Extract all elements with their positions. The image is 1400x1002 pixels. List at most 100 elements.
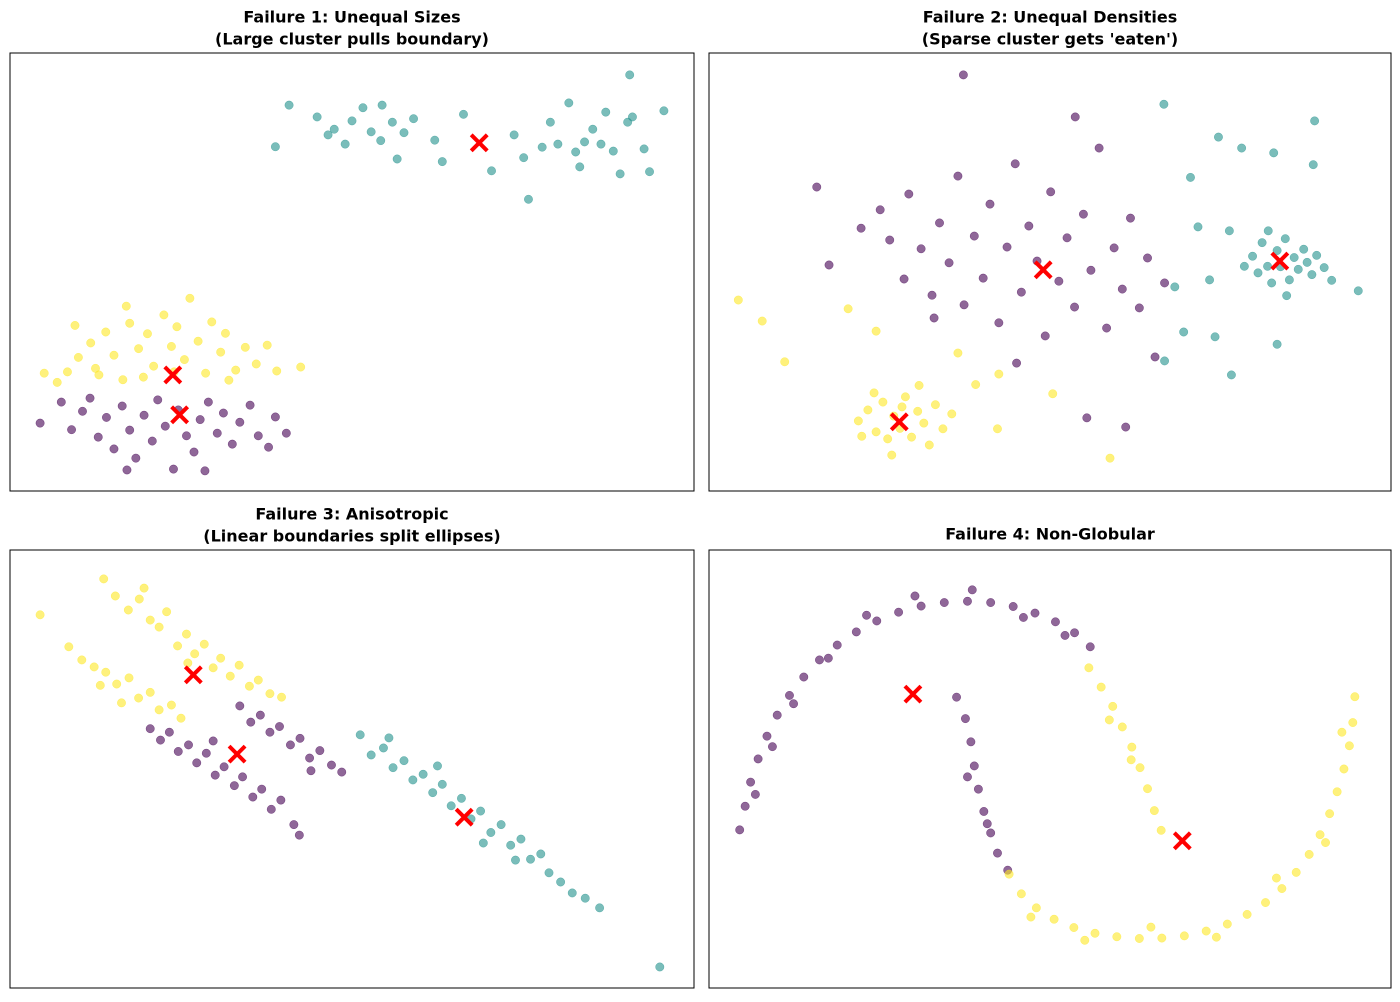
point	[212, 428, 222, 438]
point	[139, 410, 149, 420]
point	[1094, 143, 1104, 153]
point	[255, 710, 265, 720]
point	[245, 400, 255, 410]
point	[900, 392, 910, 402]
point	[1080, 935, 1090, 945]
point	[596, 139, 606, 149]
point	[145, 724, 155, 734]
point	[1280, 234, 1290, 244]
centroid	[903, 684, 923, 704]
plot-frame	[9, 52, 695, 492]
point	[409, 114, 419, 124]
point	[355, 730, 365, 740]
point	[277, 692, 286, 702]
point	[824, 260, 834, 270]
point	[969, 761, 979, 771]
point	[1112, 932, 1122, 942]
point	[947, 409, 957, 419]
point	[138, 372, 148, 382]
point	[544, 868, 554, 878]
point	[156, 735, 165, 745]
point	[94, 370, 104, 380]
point	[519, 153, 529, 163]
point	[253, 675, 263, 685]
point	[862, 610, 871, 620]
point	[238, 772, 248, 782]
point	[201, 748, 211, 758]
point	[306, 766, 316, 776]
point	[312, 112, 322, 122]
point	[1277, 884, 1287, 894]
point	[185, 293, 195, 303]
point	[86, 338, 96, 348]
point	[89, 662, 99, 672]
centroid	[227, 744, 247, 764]
point	[145, 687, 155, 697]
point	[979, 807, 989, 816]
point	[199, 639, 209, 649]
point	[251, 359, 261, 369]
point	[1051, 617, 1060, 627]
point	[195, 415, 205, 425]
point	[203, 397, 213, 407]
point	[110, 591, 120, 601]
point	[340, 139, 350, 149]
point	[1156, 825, 1166, 835]
point	[200, 466, 210, 476]
point	[564, 98, 574, 108]
point	[1284, 275, 1294, 285]
chart-subtitle: (Sparse cluster gets 'eaten')	[922, 30, 1178, 49]
point	[1012, 358, 1022, 368]
point	[655, 962, 665, 972]
point	[154, 622, 164, 632]
point	[1327, 275, 1337, 285]
point	[733, 295, 743, 305]
point	[1319, 263, 1329, 273]
point	[938, 424, 948, 434]
point	[35, 418, 45, 428]
point	[960, 714, 970, 724]
point	[240, 342, 250, 352]
point	[315, 746, 325, 756]
point	[511, 855, 520, 865]
point	[179, 355, 189, 365]
point	[625, 70, 635, 80]
point	[159, 310, 169, 320]
point	[545, 117, 555, 127]
point	[496, 820, 506, 830]
point	[639, 144, 649, 154]
panel: Failure 3: Anisotropic (Linear boundaries…	[9, 505, 695, 989]
point	[580, 893, 590, 903]
point	[799, 672, 809, 682]
point	[913, 406, 923, 416]
point	[556, 877, 566, 887]
point	[1267, 278, 1277, 288]
point	[1109, 243, 1119, 253]
point	[244, 681, 254, 691]
point	[878, 397, 888, 407]
point	[147, 436, 157, 446]
point	[1117, 722, 1127, 732]
point	[272, 366, 282, 376]
point	[446, 801, 456, 811]
point	[1146, 922, 1156, 932]
point	[1040, 331, 1050, 341]
point	[456, 793, 466, 803]
chart-title: Failure 3: Anisotropic	[255, 505, 448, 524]
point	[608, 146, 618, 156]
point	[843, 304, 853, 314]
point	[337, 767, 347, 777]
point	[134, 344, 144, 354]
point	[978, 273, 988, 283]
point	[916, 601, 926, 611]
point	[910, 591, 920, 601]
point	[358, 103, 368, 113]
point	[173, 641, 183, 651]
point	[580, 137, 590, 147]
point	[993, 424, 1002, 434]
panel: Failure 2: Unequal Densities (Sparse clus…	[708, 8, 1392, 492]
point	[1315, 830, 1325, 840]
point	[1263, 226, 1273, 236]
point	[208, 663, 218, 673]
point	[1157, 933, 1167, 943]
